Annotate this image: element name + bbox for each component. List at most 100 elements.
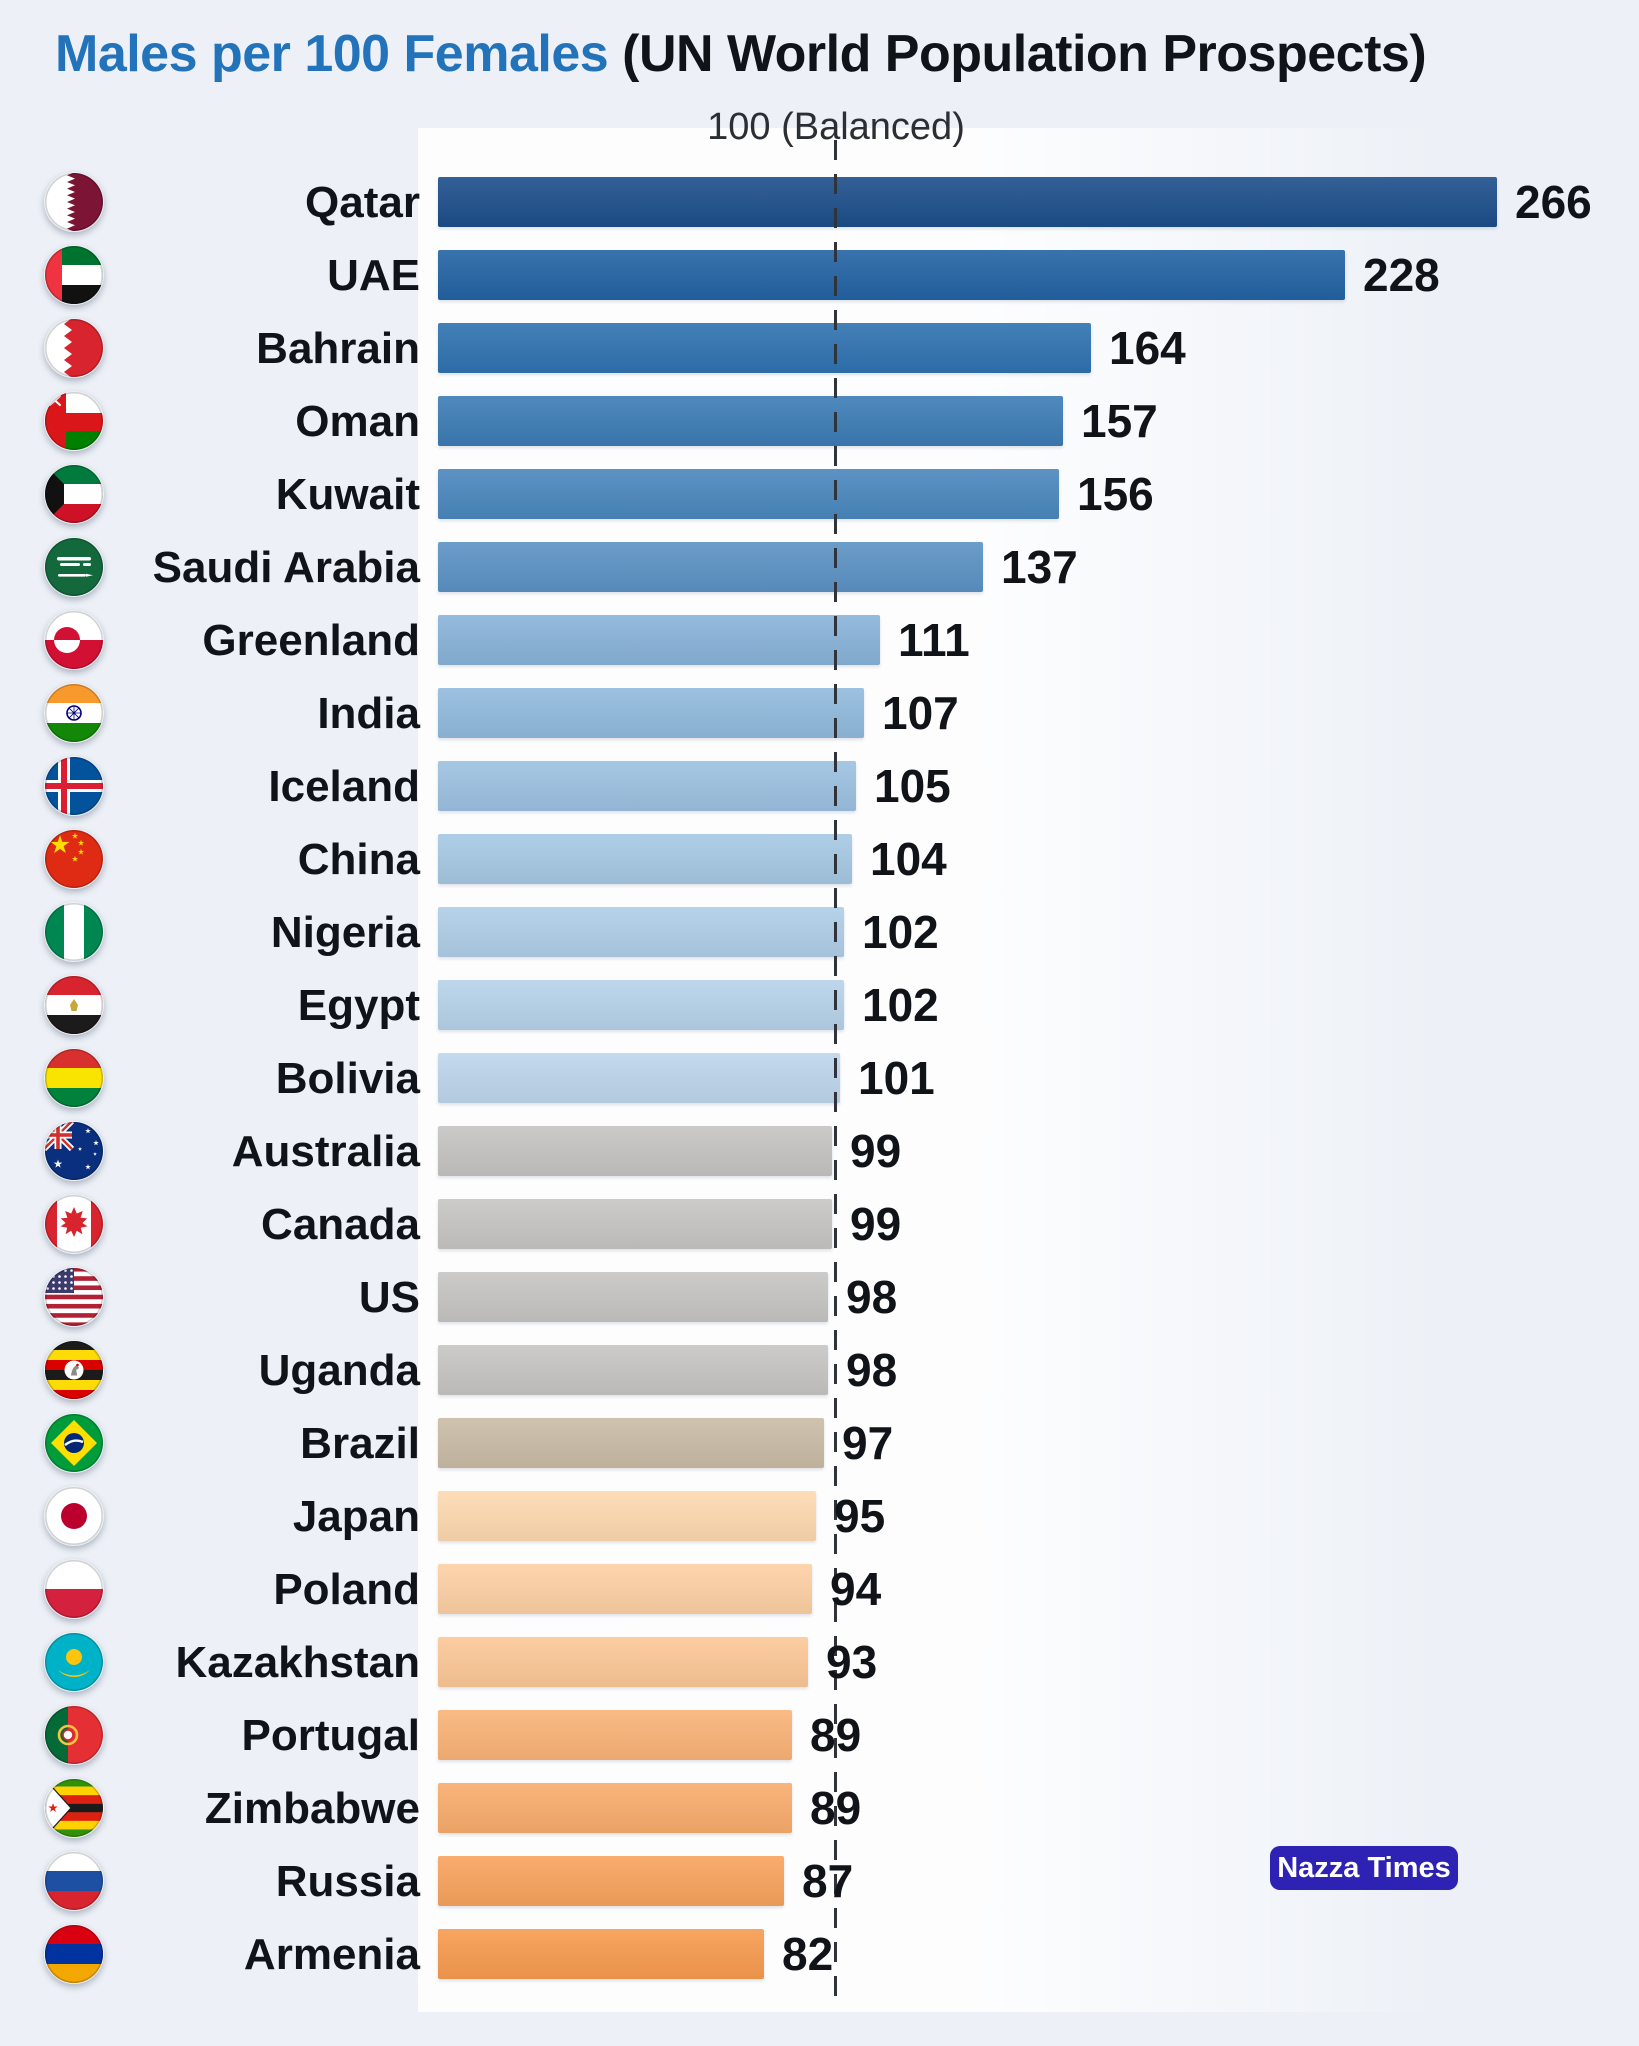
uganda-flag-icon: [44, 1340, 104, 1400]
chart-row: Brazil 97: [0, 1407, 1639, 1480]
bahrain-flag-icon: [44, 318, 104, 378]
country-label: Russia: [275, 1857, 420, 1906]
value-label: 105: [874, 760, 951, 812]
country-label: Portugal: [241, 1711, 420, 1760]
chart-row: Greenland 111: [0, 604, 1639, 677]
value-label: 102: [862, 979, 939, 1031]
value-label: 107: [882, 687, 959, 739]
value-label: 93: [826, 1636, 878, 1688]
value-bar: [438, 688, 864, 738]
value-label: 89: [810, 1709, 862, 1761]
value-bar: [438, 980, 844, 1030]
nigeria-flag-icon: [44, 902, 104, 962]
country-label: Armenia: [243, 1930, 420, 1979]
country-label: Saudi Arabia: [152, 543, 420, 592]
qatar-flag-icon: [44, 172, 104, 232]
country-label: US: [358, 1273, 420, 1322]
page-title: Males per 100 Females (UN World Populati…: [55, 24, 1625, 84]
country-label: Kuwait: [275, 470, 420, 519]
country-label: Bahrain: [256, 324, 420, 373]
country-label: Kazakhstan: [175, 1638, 420, 1687]
value-label: 82: [782, 1928, 834, 1980]
country-label: Uganda: [258, 1346, 420, 1395]
saudi-arabia-flag-icon: [44, 537, 104, 597]
value-bar: [438, 542, 983, 592]
source-badge: Nazza Times: [1270, 1846, 1458, 1890]
greenland-flag-icon: [44, 610, 104, 670]
value-bar: [438, 1345, 828, 1395]
chart-row: Nigeria 102: [0, 896, 1639, 969]
value-bar: [438, 396, 1063, 446]
value-bar: [438, 1199, 832, 1249]
value-bar: [438, 1272, 828, 1322]
value-label: 97: [842, 1417, 894, 1469]
value-bar: [438, 1929, 764, 1979]
value-label: 98: [846, 1344, 898, 1396]
value-label: 95: [834, 1490, 886, 1542]
russia-flag-icon: [44, 1851, 104, 1911]
value-bar: [438, 834, 852, 884]
value-bar: [438, 1637, 808, 1687]
value-bar: [438, 469, 1059, 519]
chart-row: Qatar 266: [0, 166, 1639, 239]
value-bar: [438, 1856, 784, 1906]
japan-flag-icon: [44, 1486, 104, 1546]
country-label: Egypt: [297, 981, 420, 1030]
chart-row: Australia 99: [0, 1115, 1639, 1188]
chart-row: Japan 95: [0, 1480, 1639, 1553]
uae-flag-icon: [44, 245, 104, 305]
chart-row: Bolivia 101: [0, 1042, 1639, 1115]
value-bar: [438, 1564, 812, 1614]
value-bar: [438, 1710, 792, 1760]
chart-row: Russia 87: [0, 1845, 1639, 1918]
india-flag-icon: [44, 683, 104, 743]
chart-row: UAE 228: [0, 239, 1639, 312]
value-label: 228: [1363, 249, 1440, 301]
poland-flag-icon: [44, 1559, 104, 1619]
australia-flag-icon: [44, 1121, 104, 1181]
value-bar: [438, 615, 880, 665]
value-label: 156: [1077, 468, 1154, 520]
egypt-flag-icon: [44, 975, 104, 1035]
chart-row: Poland 94: [0, 1553, 1639, 1626]
country-label: Oman: [295, 397, 420, 446]
country-label: Greenland: [202, 616, 420, 665]
value-bar: [438, 323, 1091, 373]
zimbabwe-flag-icon: [44, 1778, 104, 1838]
value-bar: [438, 1783, 792, 1833]
title-subtitle: (UN World Population Prospects): [622, 25, 1427, 83]
chart-row: Iceland 105: [0, 750, 1639, 823]
value-label: 104: [870, 833, 947, 885]
value-bar: [438, 177, 1497, 227]
country-label: Nigeria: [270, 908, 420, 957]
title-main: Males per 100 Females: [55, 25, 609, 83]
chart-row: US 98: [0, 1261, 1639, 1334]
chart-row: India 107: [0, 677, 1639, 750]
chart-row: Portugal 89: [0, 1699, 1639, 1772]
value-bar: [438, 761, 856, 811]
value-label: 137: [1001, 541, 1078, 593]
chart-row: Armenia 82: [0, 1918, 1639, 1991]
value-label: 87: [802, 1855, 854, 1907]
value-bar: [438, 1418, 824, 1468]
value-label: 111: [898, 614, 970, 666]
country-label: Zimbabwe: [204, 1784, 420, 1833]
country-label: Poland: [273, 1565, 420, 1614]
chart-row: Bahrain 164: [0, 312, 1639, 385]
value-bar: [438, 1126, 832, 1176]
value-label: 102: [862, 906, 939, 958]
chart-row: Kazakhstan 93: [0, 1626, 1639, 1699]
chart-row: Uganda 98: [0, 1334, 1639, 1407]
kuwait-flag-icon: [44, 464, 104, 524]
value-label: 266: [1515, 176, 1592, 228]
chart-row: Zimbabwe 89: [0, 1772, 1639, 1845]
canada-flag-icon: [44, 1194, 104, 1254]
country-label: Australia: [231, 1127, 420, 1176]
armenia-flag-icon: [44, 1924, 104, 1984]
country-label: Qatar: [305, 178, 420, 227]
china-flag-icon: [44, 829, 104, 889]
oman-flag-icon: [44, 391, 104, 451]
value-label: 98: [846, 1271, 898, 1323]
value-bar: [438, 1491, 816, 1541]
kazakhstan-flag-icon: [44, 1632, 104, 1692]
